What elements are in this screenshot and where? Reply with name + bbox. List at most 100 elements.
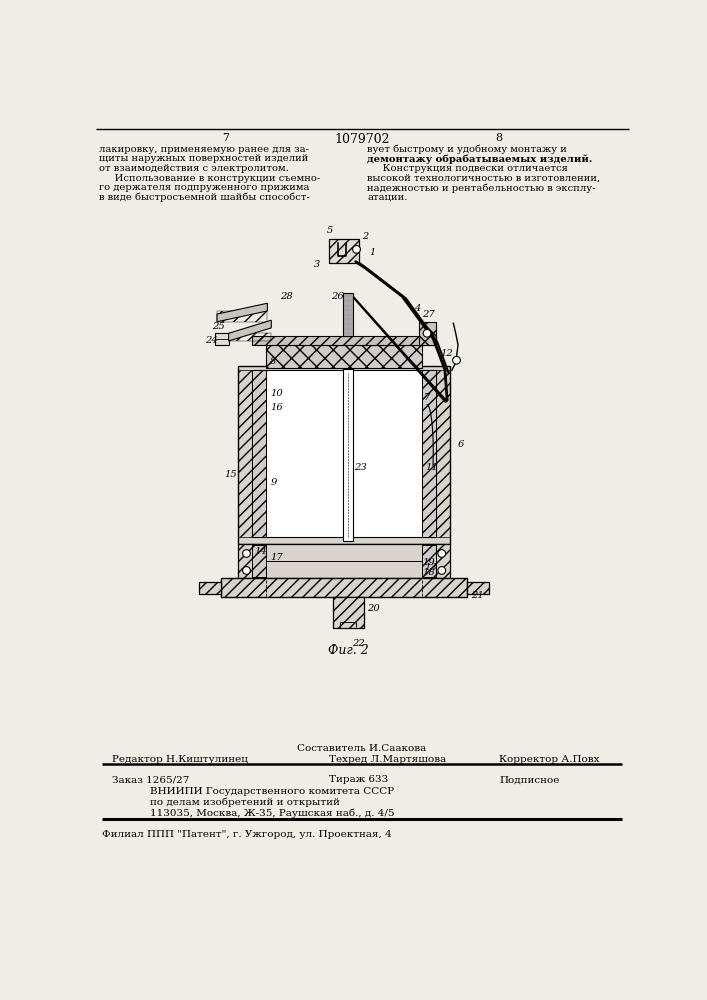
Bar [467,582,489,594]
Bar [228,333,271,341]
Bar [238,366,450,544]
Text: 26: 26 [331,292,344,301]
Text: 21: 21 [472,591,484,600]
Bar [343,293,354,336]
Text: Конструкция подвески отличается: Конструкция подвески отличается [368,164,568,173]
Text: Филиал ППП "Патент", г. Ужгород, ул. Проектная, 4: Филиал ППП "Патент", г. Ужгород, ул. Про… [103,830,392,839]
Circle shape [353,246,361,253]
Text: Корректор А.Повх: Корректор А.Повх [499,755,600,764]
Text: 1079702: 1079702 [334,133,390,146]
Text: щиты наружных поверхностей изделий: щиты наружных поверхностей изделий [99,154,308,163]
Text: лакировку, применяемую ранее для за-: лакировку, применяемую ранее для за- [99,145,309,154]
Text: 6: 6 [458,440,464,449]
Text: 4: 4 [414,304,420,313]
Circle shape [243,550,250,557]
Text: 5: 5 [327,226,333,235]
Bar [221,578,467,597]
Circle shape [423,329,431,337]
Text: 28: 28 [280,292,293,301]
Text: 16: 16 [271,403,284,412]
Circle shape [438,550,445,557]
Text: 25: 25 [211,322,224,331]
Text: демонтажу обрабатываемых изделий.: демонтажу обрабатываемых изделий. [368,154,592,164]
Text: 10: 10 [271,389,284,398]
Bar [252,370,266,537]
Circle shape [452,356,460,364]
Text: 15: 15 [224,470,237,479]
Text: 12: 12 [440,349,453,358]
Text: Составитель И.Саакова: Составитель И.Саакова [298,744,426,753]
Bar [199,582,221,594]
Text: высокой технологичностью в изготовлении,: высокой технологичностью в изготовлении, [368,174,601,183]
Bar [419,322,436,345]
Bar [422,370,436,537]
Circle shape [438,567,445,574]
Bar [238,544,450,578]
Bar [252,370,266,537]
Bar [329,239,359,263]
Bar [435,544,450,578]
Bar [252,336,436,345]
Text: в виде быстросъемной шайбы способст-: в виде быстросъемной шайбы способст- [99,193,310,202]
Text: надежностью и рентабельностью в эксплу-: надежностью и рентабельностью в эксплу- [368,183,596,193]
Text: Фиг. 2: Фиг. 2 [327,644,368,657]
Bar [436,370,450,537]
Bar [217,311,267,322]
Bar [266,345,422,368]
Bar [422,370,436,537]
Text: Техред Л.Мартяшова: Техред Л.Мартяшова [329,755,446,764]
Text: 3: 3 [314,260,320,269]
Bar [252,545,266,577]
Text: 23: 23 [354,463,367,472]
Text: 18: 18 [422,568,435,577]
Text: 22: 22 [352,639,365,648]
Text: 17: 17 [271,553,284,562]
Bar [332,597,363,628]
Bar [344,369,353,541]
Text: 24: 24 [206,336,218,345]
Text: Использование в конструкции съемно-: Использование в конструкции съемно- [99,174,320,183]
Text: Тираж 633: Тираж 633 [329,775,388,784]
Text: 19: 19 [422,558,435,567]
Bar [422,545,436,577]
Bar [238,544,253,578]
Text: го держателя подпруженного прижима: го держателя подпруженного прижима [99,183,310,192]
Circle shape [243,567,250,574]
Bar [252,545,266,577]
Text: 13: 13 [424,563,437,572]
Text: 14: 14 [255,547,267,556]
Bar [266,345,422,368]
Bar [419,322,436,345]
Polygon shape [217,303,267,322]
Text: Редактор Н.Киштулинец: Редактор Н.Киштулинец [112,755,247,764]
Bar [199,582,221,594]
Text: 9: 9 [271,478,277,487]
Text: 20: 20 [367,604,380,613]
Text: 2: 2 [362,232,368,241]
Text: 27: 27 [422,310,435,319]
Bar [467,582,489,594]
Text: атации.: атации. [368,193,408,202]
Text: вует быстрому и удобному монтажу и: вует быстрому и удобному монтажу и [368,145,567,154]
Bar [215,333,228,345]
Text: 8: 8 [270,357,276,366]
Polygon shape [228,320,271,341]
Text: Заказ 1265/27: Заказ 1265/27 [112,775,189,784]
Text: по делам изобретений и открытий: по делам изобретений и открытий [151,798,340,807]
Bar [252,370,436,537]
Text: 8: 8 [496,133,503,143]
Text: 7: 7 [222,133,229,143]
Bar [329,239,359,263]
Bar [332,597,363,628]
Text: 113035, Москва, Ж-35, Раушская наб., д. 4/5: 113035, Москва, Ж-35, Раушская наб., д. … [151,808,395,818]
Bar [221,578,467,597]
Bar [252,336,436,345]
Text: Подписное: Подписное [499,775,559,784]
Text: 7: 7 [424,393,431,402]
Text: 11: 11 [426,463,438,472]
Text: от взаимодействия с электролитом.: от взаимодействия с электролитом. [99,164,289,173]
Bar [238,370,252,537]
Bar [422,545,436,577]
Text: 1: 1 [370,248,376,257]
Text: ВНИИПИ Государственного комитета СССР: ВНИИПИ Государственного комитета СССР [151,787,395,796]
